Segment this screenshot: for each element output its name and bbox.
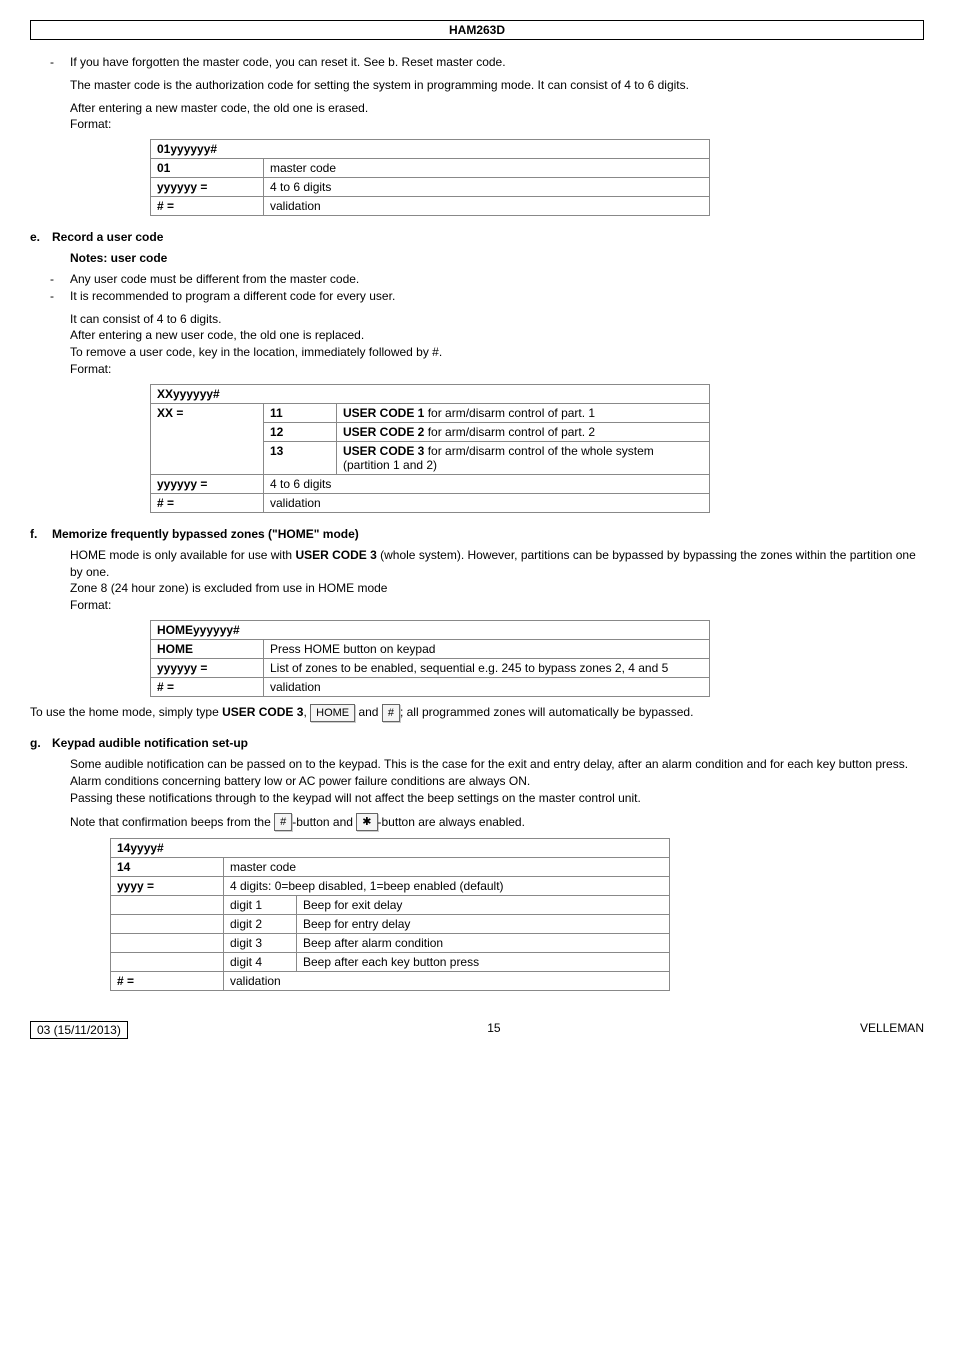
table-row: HOMEPress HOME button on keypad	[151, 639, 710, 658]
table-row: yyyy =4 digits: 0=beep disabled, 1=beep …	[111, 876, 670, 895]
footer-brand: VELLEMAN	[860, 1021, 924, 1039]
section-g-note: Note that confirmation beeps from the #-…	[70, 813, 924, 832]
table-row: # =validation	[151, 197, 710, 216]
table-row: digit 1Beep for exit delay	[111, 895, 670, 914]
table-row: # =validation	[111, 971, 670, 990]
table-14: 14yyyy# 14master code yyyy =4 digits: 0=…	[110, 838, 670, 991]
notes-user-code-title: Notes: user code	[70, 250, 924, 267]
section-f-title: Memorize frequently bypassed zones ("HOM…	[52, 527, 359, 541]
table-row: digit 3Beep after alarm condition	[111, 933, 670, 952]
table-row: yyyyyy =4 to 6 digits	[151, 178, 710, 197]
format-label-1: Format:	[70, 116, 924, 133]
section-e-heading: e.Record a user code	[30, 230, 924, 244]
section-g-heading: g.Keypad audible notification set-up	[30, 736, 924, 750]
note-item: Any user code must be different from the…	[70, 271, 924, 288]
table-row: XX = 11 USER CODE 1 for arm/disarm contr…	[151, 403, 710, 422]
section-g-title: Keypad audible notification set-up	[52, 736, 248, 750]
reset-note-item: If you have forgotten the master code, y…	[70, 54, 924, 71]
section-e-letter: e.	[30, 230, 52, 244]
section-f-letter: f.	[30, 527, 52, 541]
page-header-title: HAM263D	[30, 20, 924, 40]
table-row: # =validation	[151, 677, 710, 696]
table-home: HOMEyyyyyy# HOMEPress HOME button on key…	[150, 620, 710, 697]
home-mode-usage: To use the home mode, simply type USER C…	[30, 703, 924, 722]
user-code-body-2: After entering a new user code, the old …	[70, 327, 924, 344]
page-footer: 03 (15/11/2013) 15 VELLEMAN	[30, 1021, 924, 1039]
home-key-icon: HOME	[310, 704, 355, 722]
footer-page-number: 15	[487, 1021, 500, 1039]
format-label-3: Format:	[70, 597, 924, 614]
footer-date: 03 (15/11/2013)	[30, 1021, 128, 1039]
table-row: yyyyyy =List of zones to be enabled, seq…	[151, 658, 710, 677]
master-intro-2: After entering a new master code, the ol…	[70, 100, 924, 117]
notes-user-code-list: Any user code must be different from the…	[30, 271, 924, 305]
section-g-letter: g.	[30, 736, 52, 750]
section-f-body-2: Zone 8 (24 hour zone) is excluded from u…	[70, 580, 924, 597]
user-code-body-3: To remove a user code, key in the locati…	[70, 344, 924, 361]
table-row: 01master code	[151, 159, 710, 178]
section-f-body-1: HOME mode is only available for use with…	[70, 547, 924, 581]
table-row: digit 4Beep after each key button press	[111, 952, 670, 971]
table-xx-header: XXyyyyyy#	[151, 384, 710, 403]
star-key-icon: ✱	[356, 813, 377, 831]
table-row: 14master code	[111, 857, 670, 876]
table-01: 01yyyyyy# 01master code yyyyyy =4 to 6 d…	[150, 139, 710, 216]
master-intro-1: The master code is the authorization cod…	[70, 77, 924, 94]
table-row: # =validation	[151, 493, 710, 512]
table-row: digit 2Beep for entry delay	[111, 914, 670, 933]
hash-key-icon: #	[382, 704, 400, 722]
section-g-body-1: Some audible notification can be passed …	[70, 756, 924, 773]
section-f-heading: f.Memorize frequently bypassed zones ("H…	[30, 527, 924, 541]
table-14-header: 14yyyy#	[111, 838, 670, 857]
section-e-title: Record a user code	[52, 230, 163, 244]
user-code-body-1: It can consist of 4 to 6 digits.	[70, 311, 924, 328]
section-g-body-2: Alarm conditions concerning battery low …	[70, 773, 924, 790]
table-xx: XXyyyyyy# XX = 11 USER CODE 1 for arm/di…	[150, 384, 710, 513]
reset-note-list: If you have forgotten the master code, y…	[30, 54, 924, 71]
format-label-2: Format:	[70, 361, 924, 378]
table-home-header: HOMEyyyyyy#	[151, 620, 710, 639]
note-item: It is recommended to program a different…	[70, 288, 924, 305]
hash-key-icon: #	[274, 813, 292, 831]
table-row: yyyyyy =4 to 6 digits	[151, 474, 710, 493]
table-01-header: 01yyyyyy#	[151, 140, 710, 159]
section-g-body-3: Passing these notifications through to t…	[70, 790, 924, 807]
